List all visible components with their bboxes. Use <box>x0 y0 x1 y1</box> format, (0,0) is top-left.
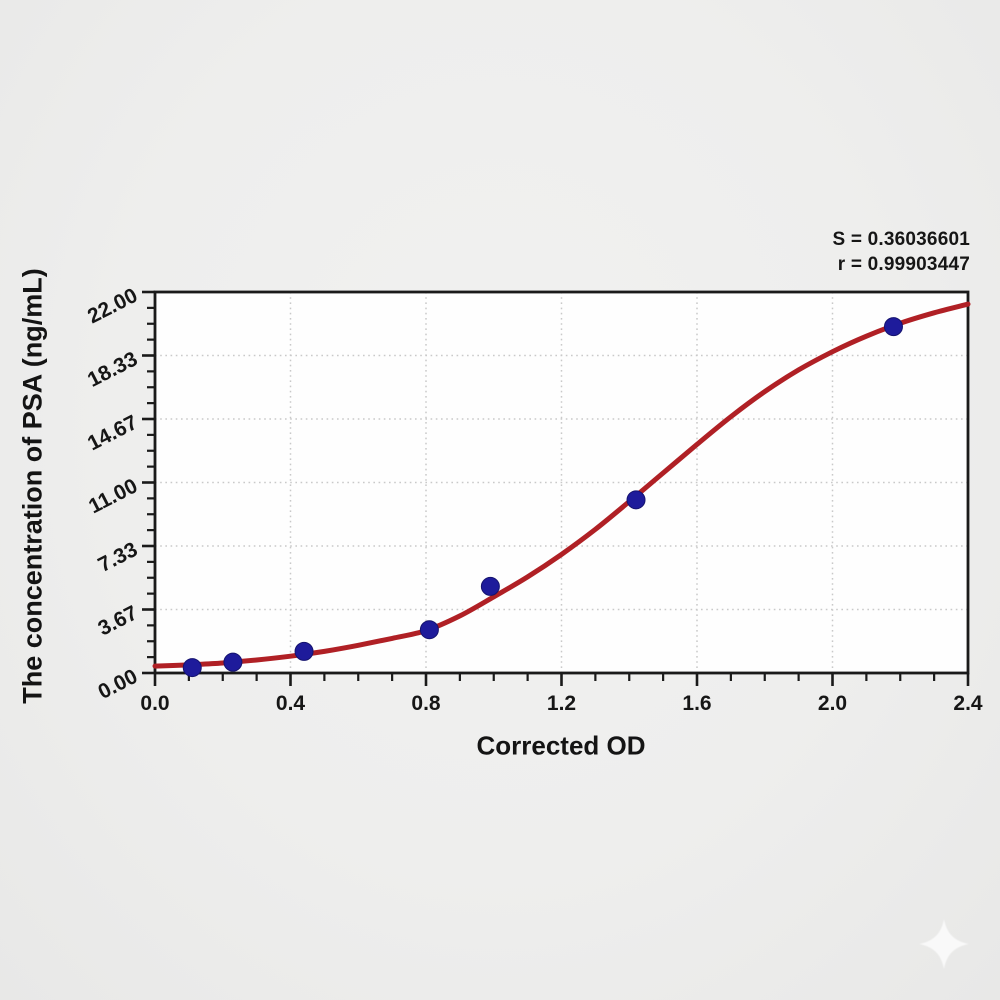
stat-r-value: r = 0.99903447 <box>837 254 970 275</box>
x-tick-label: 2.0 <box>818 692 847 715</box>
data-point <box>182 658 202 678</box>
x-tick-label: 0.4 <box>276 692 306 715</box>
stat-s-value: S = 0.36036601 <box>832 229 970 250</box>
y-tick-label: 11.00 <box>85 474 141 518</box>
fit-statistics: S = 0.36036601 r = 0.99903447 <box>832 227 970 277</box>
data-point <box>883 317 903 337</box>
y-tick-label: 0.00 <box>94 665 141 704</box>
data-point <box>626 490 646 510</box>
y-tick-label: 3.67 <box>94 601 141 640</box>
sparkle-watermark-icon <box>919 919 969 969</box>
y-tick-label: 7.33 <box>94 538 141 577</box>
data-point <box>294 641 314 661</box>
x-tick-label: 1.2 <box>547 692 576 715</box>
y-tick-label: 18.33 <box>84 347 141 391</box>
x-tick-label: 0.0 <box>140 692 169 715</box>
x-tick-label: 1.6 <box>682 692 711 715</box>
y-axis-title: The concentration of PSA (ng/mL) <box>17 268 48 704</box>
data-point <box>419 620 439 640</box>
fit-curve <box>152 301 971 669</box>
y-tick-label: 14.67 <box>84 411 141 455</box>
data-point <box>223 652 243 672</box>
y-tick-label: 22.00 <box>84 284 141 328</box>
plot-border <box>153 290 970 675</box>
x-tick-label: 2.4 <box>953 692 983 715</box>
x-tick-label: 0.8 <box>411 692 441 715</box>
x-axis-title: Corrected OD <box>476 730 646 761</box>
data-point <box>480 576 500 596</box>
